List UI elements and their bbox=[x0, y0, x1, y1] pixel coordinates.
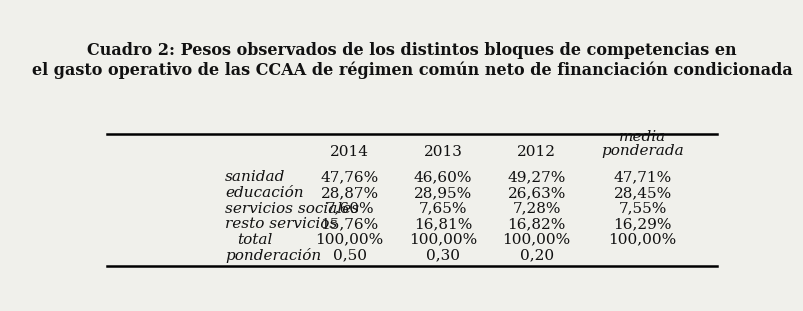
Text: 28,95%: 28,95% bbox=[414, 186, 471, 200]
Text: 0,30: 0,30 bbox=[426, 248, 459, 262]
Text: total: total bbox=[238, 233, 272, 247]
Text: sanidad: sanidad bbox=[225, 170, 285, 184]
Text: 26,63%: 26,63% bbox=[507, 186, 565, 200]
Text: 7,60%: 7,60% bbox=[325, 202, 373, 216]
Text: 47,71%: 47,71% bbox=[613, 170, 671, 184]
Text: 7,55%: 7,55% bbox=[618, 202, 666, 216]
Text: 28,87%: 28,87% bbox=[320, 186, 378, 200]
Text: ponderada: ponderada bbox=[601, 144, 683, 158]
Text: 0,50: 0,50 bbox=[332, 248, 366, 262]
Text: 16,82%: 16,82% bbox=[507, 217, 565, 231]
Text: 47,76%: 47,76% bbox=[320, 170, 378, 184]
Text: 7,28%: 7,28% bbox=[512, 202, 560, 216]
Text: educación: educación bbox=[225, 186, 304, 200]
Text: resto servicios: resto servicios bbox=[225, 217, 337, 231]
Text: 100,00%: 100,00% bbox=[409, 233, 477, 247]
Text: 100,00%: 100,00% bbox=[502, 233, 570, 247]
Text: 28,45%: 28,45% bbox=[613, 186, 671, 200]
Text: ponderación: ponderación bbox=[225, 248, 321, 263]
Text: media: media bbox=[618, 130, 666, 144]
Text: 49,27%: 49,27% bbox=[507, 170, 565, 184]
Text: 100,00%: 100,00% bbox=[316, 233, 383, 247]
Text: 100,00%: 100,00% bbox=[608, 233, 676, 247]
Text: 15,76%: 15,76% bbox=[320, 217, 378, 231]
Text: 2012: 2012 bbox=[516, 146, 556, 160]
Text: 2013: 2013 bbox=[423, 146, 462, 160]
Text: 2014: 2014 bbox=[330, 146, 369, 160]
Text: Cuadro 2: Pesos observados de los distintos bloques de competencias en
el gasto : Cuadro 2: Pesos observados de los distin… bbox=[31, 42, 792, 79]
Text: 16,29%: 16,29% bbox=[613, 217, 671, 231]
Text: 7,65%: 7,65% bbox=[418, 202, 467, 216]
Text: 0,20: 0,20 bbox=[519, 248, 553, 262]
Text: 16,81%: 16,81% bbox=[414, 217, 472, 231]
Text: servicios sociales: servicios sociales bbox=[225, 202, 359, 216]
Text: 46,60%: 46,60% bbox=[414, 170, 472, 184]
